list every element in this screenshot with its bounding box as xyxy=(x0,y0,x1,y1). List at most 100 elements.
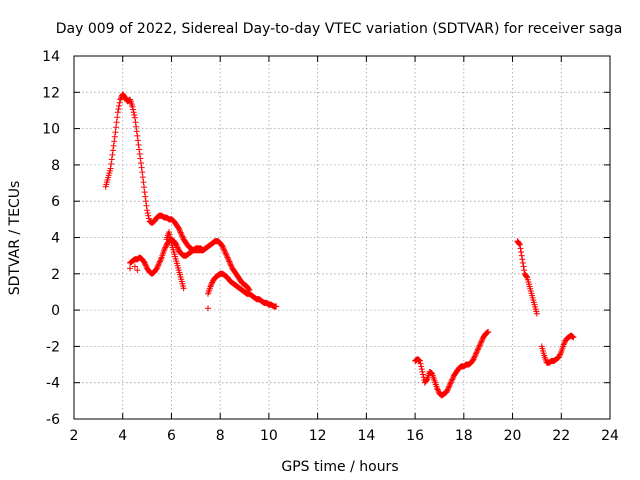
data-point xyxy=(420,371,427,378)
data-point xyxy=(473,349,480,356)
data-point xyxy=(418,363,425,370)
data-point xyxy=(116,99,123,106)
data-point xyxy=(418,366,425,373)
data-point xyxy=(434,386,441,393)
data-point xyxy=(208,282,215,289)
data-point xyxy=(557,351,564,358)
data-point xyxy=(226,258,233,265)
data-point xyxy=(108,156,115,163)
data-point xyxy=(130,109,137,116)
data-point xyxy=(156,258,163,265)
data-point xyxy=(155,262,162,269)
data-point xyxy=(166,231,173,238)
data-point xyxy=(176,228,183,235)
axis-ticks xyxy=(73,55,611,420)
data-point xyxy=(109,151,116,158)
data-point xyxy=(112,129,119,136)
data-point xyxy=(108,160,115,167)
data-point xyxy=(474,347,481,354)
x-tick-label: 12 xyxy=(309,428,327,444)
series-arc-7 xyxy=(538,332,577,366)
data-point xyxy=(561,340,568,347)
data-point xyxy=(516,240,523,247)
data-point xyxy=(143,202,150,209)
data-point xyxy=(448,377,455,384)
data-point xyxy=(518,252,525,259)
series-arc-1 xyxy=(102,91,253,294)
data-point xyxy=(178,230,185,237)
data-point xyxy=(516,241,523,248)
data-point xyxy=(176,226,183,233)
data-point xyxy=(117,96,124,103)
data-point xyxy=(133,123,140,130)
data-point xyxy=(142,193,149,200)
data-point xyxy=(134,137,141,144)
data-point xyxy=(142,262,149,269)
data-point xyxy=(521,267,528,274)
data-point xyxy=(114,114,121,121)
data-point xyxy=(207,283,214,290)
data-point xyxy=(533,310,540,317)
x-tick-label: 24 xyxy=(601,428,619,444)
data-point xyxy=(208,280,215,287)
x-tick-label: 16 xyxy=(406,428,424,444)
x-tick-label: 2 xyxy=(70,428,79,444)
data-point xyxy=(142,261,149,268)
data-point xyxy=(423,376,430,383)
grid xyxy=(74,56,610,419)
chart-title: Day 009 of 2022, Sidereal Day-to-day VTE… xyxy=(56,21,623,37)
data-point xyxy=(144,207,151,214)
data-point xyxy=(555,354,562,361)
data-point xyxy=(140,179,147,186)
data-point xyxy=(220,244,227,251)
series-arc-3 xyxy=(163,229,187,292)
data-point xyxy=(445,384,452,391)
data-point xyxy=(142,198,149,205)
data-point xyxy=(478,338,485,345)
y-tick-label: -4 xyxy=(46,376,60,392)
data-point xyxy=(475,345,482,352)
data-point xyxy=(138,164,145,171)
data-point xyxy=(116,102,123,109)
data-point xyxy=(223,253,230,260)
x-axis-label: GPS time / hours xyxy=(281,459,398,475)
data-point xyxy=(135,141,142,148)
data-point xyxy=(141,189,148,196)
data-point xyxy=(134,132,141,139)
data-point xyxy=(446,383,453,390)
data-point xyxy=(107,165,114,172)
data-point xyxy=(115,106,122,113)
y-tick-label: 4 xyxy=(51,231,60,247)
data-point xyxy=(131,111,138,118)
data-point xyxy=(561,338,568,345)
data-point xyxy=(155,261,162,268)
data-point xyxy=(154,263,161,270)
y-tick-label: 0 xyxy=(51,303,60,319)
data-point xyxy=(158,255,165,262)
data-series xyxy=(102,91,577,399)
data-point xyxy=(139,174,146,181)
data-point xyxy=(479,337,486,344)
data-point xyxy=(448,379,455,386)
x-tick-label: 6 xyxy=(167,428,176,444)
data-point xyxy=(130,106,137,113)
y-tick-label: 2 xyxy=(51,267,60,283)
data-point xyxy=(471,354,478,361)
data-point xyxy=(523,273,530,280)
data-point xyxy=(227,261,234,268)
data-point xyxy=(162,244,169,251)
y-tick-label: -2 xyxy=(46,339,60,355)
data-point xyxy=(132,119,139,126)
data-point xyxy=(435,387,442,394)
data-point xyxy=(273,303,280,310)
data-point xyxy=(417,360,424,367)
series-arc-4 xyxy=(205,270,280,310)
series-arc-5 xyxy=(412,328,492,399)
x-tick-label: 22 xyxy=(552,428,570,444)
data-point xyxy=(137,155,144,162)
data-point xyxy=(519,259,526,266)
data-point xyxy=(136,151,143,158)
data-point xyxy=(136,146,143,153)
data-point xyxy=(477,341,484,348)
